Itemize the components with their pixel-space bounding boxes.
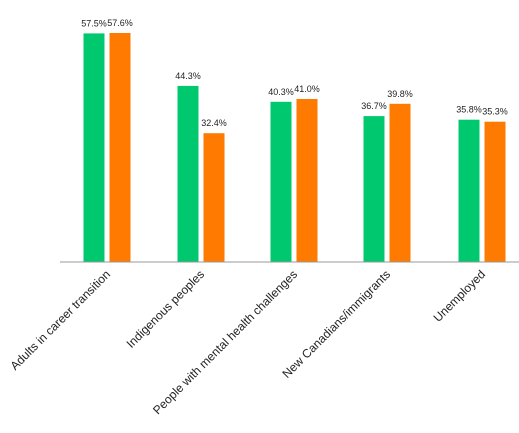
data-label-1-4: 36.7% (361, 101, 387, 111)
data-label-1-5: 35.8% (456, 105, 482, 115)
category-label-2: Indigenous peoples (124, 267, 208, 351)
data-label-2-1: 57.6% (107, 18, 133, 28)
bar-1-5 (458, 119, 480, 262)
bar-2-5 (484, 121, 506, 262)
category-label-5: Unemployed (431, 267, 489, 325)
bar-1-2 (177, 85, 199, 263)
bar-1-3 (270, 101, 292, 262)
bar-1-1 (83, 33, 105, 263)
category-label-3: People with mental health challenges (150, 267, 300, 417)
data-label-1-1: 57.5% (81, 18, 107, 28)
bar-1-4 (363, 116, 385, 262)
data-label-1-2: 44.3% (175, 71, 201, 81)
data-label-2-3: 41.0% (294, 84, 320, 94)
category-label-4: New Canadians/immigrants (279, 267, 393, 381)
category-labels-layer: Adults in career transition Indigenous pe… (7, 267, 488, 417)
bar-2-4 (389, 103, 411, 262)
value-labels-layer: 57.5% 57.6% 44.3% 32.4% 40.3% 41.0% 36.7%39.8%… (81, 18, 508, 128)
bar-2-2 (203, 133, 225, 262)
data-label-2-2: 32.4% (201, 118, 227, 128)
bar-2-3 (296, 99, 318, 262)
category-label-1: Adults in career transition (7, 267, 113, 373)
data-label-1-3: 40.3% (268, 87, 294, 97)
data-label-2-5: 35.3% (482, 107, 508, 117)
bar-2-1 (109, 33, 131, 262)
data-label-2-4: 39.8% (387, 89, 413, 99)
bars-layer (83, 33, 506, 263)
